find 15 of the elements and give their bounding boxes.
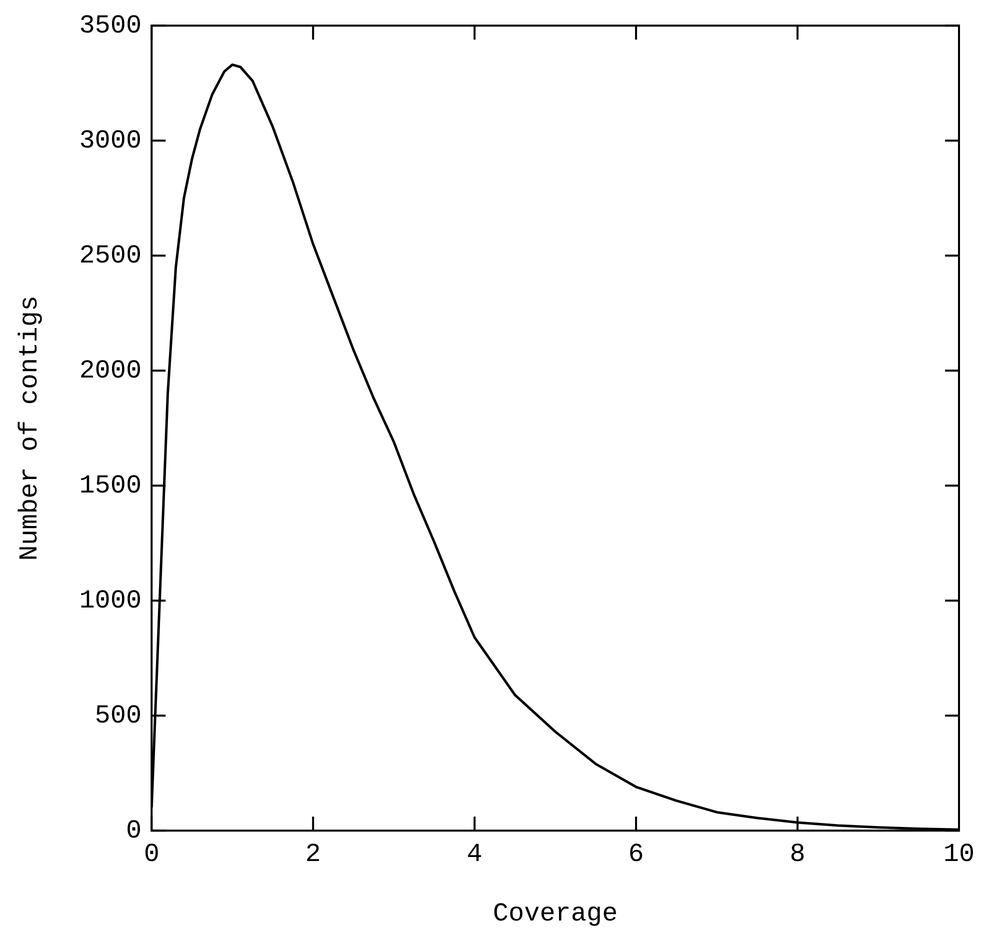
x-tick-label: 4: [466, 839, 482, 870]
y-tick-label: 3500: [79, 10, 142, 40]
x-axis-title: Coverage: [492, 898, 618, 928]
y-tick-label: 3000: [79, 125, 142, 156]
y-tick-label: 2000: [79, 355, 142, 386]
y-tick-label: 500: [94, 700, 142, 730]
x-tick-label: 6: [628, 839, 644, 870]
y-tick-label: 1500: [79, 470, 142, 500]
x-tick-label: 2: [305, 839, 321, 870]
y-tick-label: 1000: [79, 585, 142, 616]
x-tick-label: 8: [790, 839, 806, 870]
x-tick-label: 10: [943, 839, 975, 870]
y-tick-label: 0: [126, 815, 142, 846]
y-axis-title: Number of contigs: [14, 295, 44, 561]
y-tick-label: 2500: [79, 240, 142, 270]
